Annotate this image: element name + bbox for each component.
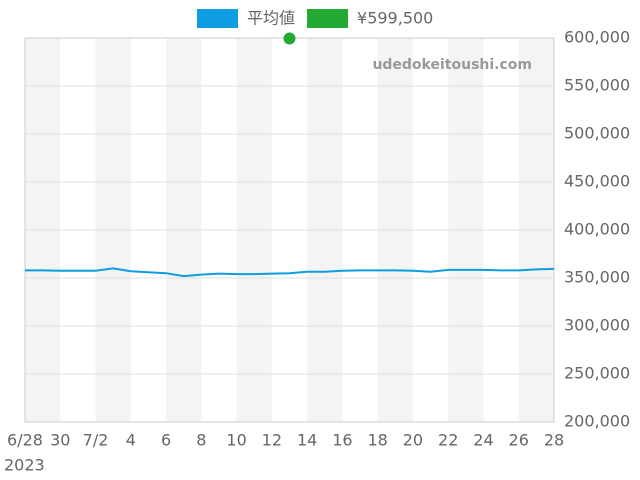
x-tick-label: 28 xyxy=(544,431,564,450)
x-tick-label: 6/28 xyxy=(7,431,43,450)
x-tick-label: 7/2 xyxy=(83,431,109,450)
legend-label[interactable]: ¥599,500 xyxy=(357,9,433,28)
x-sublabel: 2023 xyxy=(4,456,45,475)
x-tick-label: 14 xyxy=(297,431,317,450)
x-tick-label: 10 xyxy=(226,431,246,450)
x-tick-label: 16 xyxy=(332,431,352,450)
y-tick-label: 200,000 xyxy=(564,412,630,431)
x-tick-label: 12 xyxy=(262,431,282,450)
x-tick-label: 18 xyxy=(367,431,387,450)
y-tick-label: 500,000 xyxy=(564,124,630,143)
legend-swatch[interactable] xyxy=(197,9,238,28)
x-tick-label: 30 xyxy=(50,431,70,450)
x-tick-label: 24 xyxy=(473,431,493,450)
legend-swatch[interactable] xyxy=(307,9,349,28)
y-tick-label: 300,000 xyxy=(564,316,630,335)
y-tick-label: 350,000 xyxy=(564,268,630,287)
x-tick-label: 26 xyxy=(509,431,529,450)
x-tick-label: 6 xyxy=(161,431,171,450)
y-tick-label: 550,000 xyxy=(564,76,630,95)
x-tick-label: 8 xyxy=(196,431,206,450)
x-tick-label: 20 xyxy=(403,431,423,450)
y-tick-label: 400,000 xyxy=(564,220,630,239)
watermark: udedokeitoushi.com xyxy=(372,57,532,73)
line xyxy=(25,267,555,278)
x-tick-label: 22 xyxy=(438,431,458,450)
x-tick-label: 4 xyxy=(126,431,136,450)
point xyxy=(283,32,296,45)
legend-label[interactable]: 平均値 xyxy=(247,9,295,28)
y-tick-label: 450,000 xyxy=(564,172,630,191)
y-tick-label: 250,000 xyxy=(564,364,630,383)
y-tick-label: 600,000 xyxy=(564,28,630,47)
